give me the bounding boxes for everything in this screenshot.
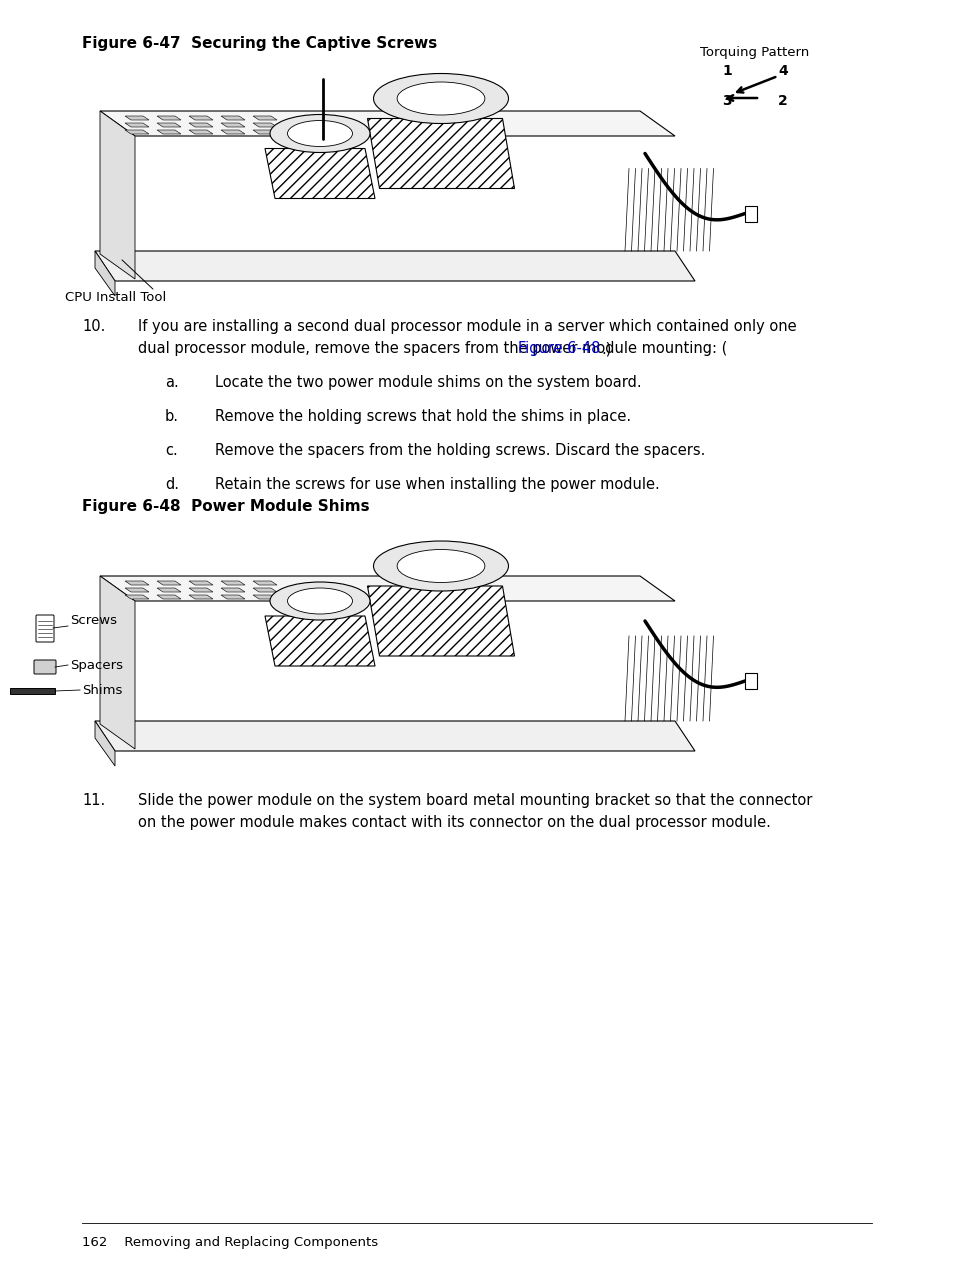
Polygon shape [189,116,213,119]
Text: Slide the power module on the system board metal mounting bracket so that the co: Slide the power module on the system boa… [138,793,812,808]
Polygon shape [189,130,213,133]
Polygon shape [265,149,375,198]
Text: 10.: 10. [82,319,105,334]
Polygon shape [221,130,245,133]
Text: dual processor module, remove the spacers from the power module mounting: (: dual processor module, remove the spacer… [138,342,726,356]
Text: a.: a. [165,375,178,390]
Polygon shape [367,118,514,188]
Text: Figure 6-48: Figure 6-48 [517,342,599,356]
Polygon shape [367,586,514,656]
Text: Shims: Shims [82,684,122,697]
Text: b.: b. [165,409,179,425]
Text: Retain the screws for use when installing the power module.: Retain the screws for use when installin… [214,477,659,492]
Text: CPU Install Tool: CPU Install Tool [65,291,166,304]
Polygon shape [265,616,375,666]
Text: Locate the two power module shims on the system board.: Locate the two power module shims on the… [214,375,641,390]
Polygon shape [95,721,115,766]
Text: Figure 6-47  Securing the Captive Screws: Figure 6-47 Securing the Captive Screws [82,36,436,51]
Ellipse shape [374,74,508,123]
Polygon shape [100,111,675,136]
Polygon shape [125,581,149,585]
Ellipse shape [374,541,508,591]
Polygon shape [189,581,213,585]
Polygon shape [253,116,276,119]
Polygon shape [253,595,276,599]
Polygon shape [100,576,675,601]
Polygon shape [253,130,276,133]
Ellipse shape [287,588,352,614]
FancyBboxPatch shape [34,660,56,674]
Polygon shape [253,581,276,585]
Text: Remove the holding screws that hold the shims in place.: Remove the holding screws that hold the … [214,409,631,425]
Text: Spacers: Spacers [70,658,123,671]
Text: d.: d. [165,477,179,492]
Polygon shape [157,595,181,599]
Polygon shape [221,123,245,127]
Text: 11.: 11. [82,793,105,808]
Polygon shape [157,130,181,133]
Ellipse shape [270,114,370,153]
Text: 2: 2 [778,94,787,108]
Text: on the power module makes contact with its connector on the dual processor modul: on the power module makes contact with i… [138,816,770,830]
Polygon shape [100,111,135,280]
Polygon shape [189,588,213,592]
Polygon shape [221,581,245,585]
Polygon shape [221,588,245,592]
Text: Remove the spacers from the holding screws. Discard the spacers.: Remove the spacers from the holding scre… [214,442,704,458]
Polygon shape [157,123,181,127]
Bar [744,206,757,221]
Ellipse shape [396,83,484,114]
Ellipse shape [396,549,484,582]
Polygon shape [100,576,135,749]
Ellipse shape [287,121,352,146]
Bar [744,674,757,689]
Text: Figure 6-48  Power Module Shims: Figure 6-48 Power Module Shims [82,500,369,513]
Polygon shape [253,588,276,592]
Text: If you are installing a second dual processor module in a server which contained: If you are installing a second dual proc… [138,319,796,334]
Polygon shape [125,130,149,133]
Text: 3: 3 [721,94,731,108]
Polygon shape [189,123,213,127]
Text: 1: 1 [721,64,731,78]
Polygon shape [95,721,695,751]
Text: 4: 4 [778,64,787,78]
FancyBboxPatch shape [36,615,54,642]
Polygon shape [125,588,149,592]
Polygon shape [157,581,181,585]
Polygon shape [125,595,149,599]
Text: Screws: Screws [70,614,117,628]
Polygon shape [221,595,245,599]
Polygon shape [125,123,149,127]
Polygon shape [125,116,149,119]
Polygon shape [95,250,115,296]
Polygon shape [157,588,181,592]
Polygon shape [157,116,181,119]
Text: Torquing Pattern: Torquing Pattern [700,46,809,58]
Text: .): .) [600,342,611,356]
Ellipse shape [270,582,370,620]
Polygon shape [253,123,276,127]
Text: 162    Removing and Replacing Components: 162 Removing and Replacing Components [82,1235,377,1249]
Polygon shape [221,116,245,119]
Polygon shape [95,250,695,281]
Polygon shape [10,688,55,694]
Text: c.: c. [165,442,177,458]
Polygon shape [189,595,213,599]
